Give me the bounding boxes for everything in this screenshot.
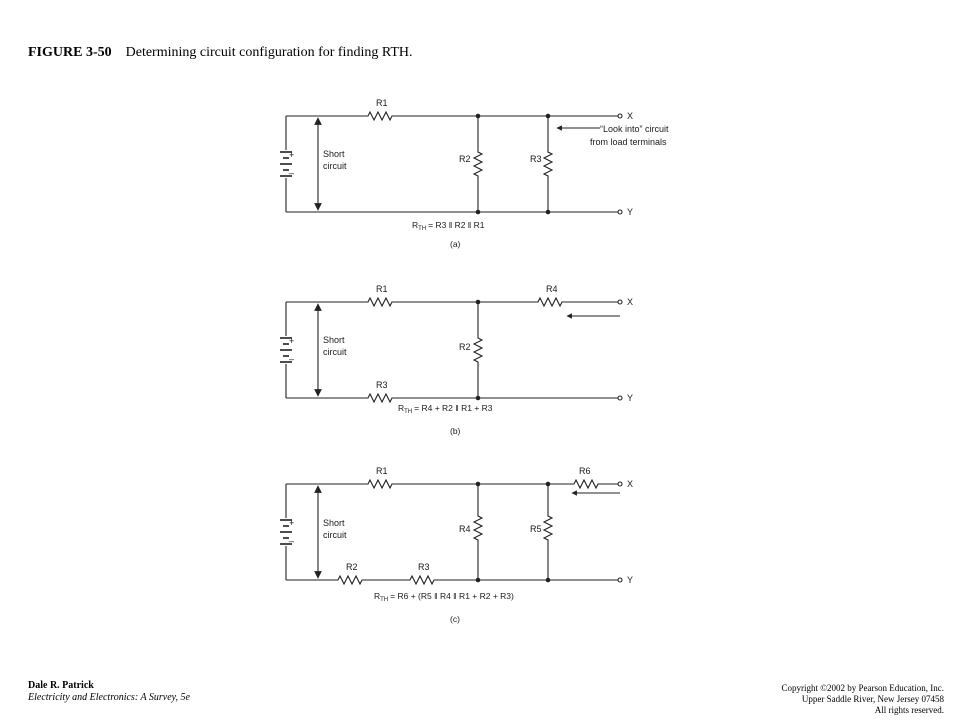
label-r5-c: R5 bbox=[530, 524, 542, 534]
resistor-r2 bbox=[472, 302, 484, 398]
label-r3-b: R3 bbox=[376, 380, 388, 390]
battery-minus: – bbox=[289, 536, 294, 546]
terminal-x-label: X bbox=[627, 111, 633, 121]
short-text-1: Short bbox=[323, 149, 345, 159]
figure-number: FIGURE 3-50 bbox=[28, 45, 112, 60]
battery-icon bbox=[280, 519, 292, 545]
label-r1-b: R1 bbox=[376, 284, 388, 294]
battery-plus: + bbox=[289, 518, 294, 528]
panel-b bbox=[280, 296, 623, 404]
terminal-x-label: X bbox=[627, 479, 633, 489]
bottom-wire-r3 bbox=[286, 392, 618, 404]
label-r2-a: R2 bbox=[459, 154, 471, 164]
label-r1-a: R1 bbox=[376, 98, 388, 108]
resistor-r2 bbox=[472, 116, 484, 212]
panel-label-b: (b) bbox=[450, 426, 461, 436]
label-r3-a: R3 bbox=[530, 154, 542, 164]
label-r2-c: R2 bbox=[346, 562, 358, 572]
terminal-y-label: Y bbox=[627, 207, 633, 217]
formula-a: RTH = R3 ‖ R2 ‖ R1 bbox=[412, 220, 485, 232]
footer-credit: Dale R. Patrick Electricity and Electron… bbox=[28, 680, 190, 704]
top-wire-r1-r4 bbox=[286, 296, 618, 308]
terminal-y-label: Y bbox=[627, 393, 633, 403]
top-wire-r1-r6 bbox=[286, 478, 618, 490]
label-r4-c: R4 bbox=[459, 524, 471, 534]
short-text-2: circuit bbox=[323, 530, 347, 540]
panel-a bbox=[280, 110, 623, 215]
short-text-2: circuit bbox=[323, 347, 347, 357]
junction-dots bbox=[475, 113, 551, 583]
resistor-r4 bbox=[472, 484, 484, 580]
author-name: Dale R. Patrick bbox=[28, 680, 94, 691]
formula-b: RTH = R4 + R2 ‖ R1 + R3 bbox=[398, 403, 493, 415]
panel-label-c: (c) bbox=[450, 614, 460, 624]
terminal-x-a bbox=[617, 113, 623, 119]
battery-icon bbox=[280, 337, 292, 363]
short-text-1: Short bbox=[323, 518, 345, 528]
label-r1-c: R1 bbox=[376, 466, 388, 476]
terminal-y-label: Y bbox=[627, 575, 633, 585]
label-r6-c: R6 bbox=[579, 466, 591, 476]
resistor-r5 bbox=[542, 484, 554, 580]
label-r3-c: R3 bbox=[418, 562, 430, 572]
terminal-y-a bbox=[617, 209, 623, 215]
rights-line: All rights reserved. bbox=[874, 705, 944, 715]
publisher-address: Upper Saddle River, New Jersey 07458 bbox=[801, 694, 944, 704]
formula-c: RTH = R6 + (R5 ‖ R4 ‖ R1 + R2 + R3) bbox=[374, 591, 514, 603]
footer-copyright: Copyright ©2002 by Pearson Education, In… bbox=[781, 683, 944, 716]
battery-plus: + bbox=[289, 336, 294, 346]
terminal-x-b bbox=[617, 299, 623, 305]
terminal-x-c bbox=[617, 481, 623, 487]
bottom-wire-r2-r3 bbox=[286, 574, 618, 586]
panel-label-a: (a) bbox=[450, 239, 461, 249]
battery-minus: – bbox=[289, 168, 294, 178]
terminal-y-b bbox=[617, 395, 623, 401]
terminal-x-label: X bbox=[627, 297, 633, 307]
resistor-r3 bbox=[542, 116, 554, 212]
label-r4-b: R4 bbox=[546, 284, 558, 294]
short-text-2: circuit bbox=[323, 161, 347, 171]
figure-title: FIGURE 3-50 Determining circuit configura… bbox=[28, 45, 413, 61]
copyright-line: Copyright ©2002 by Pearson Education, In… bbox=[781, 683, 944, 693]
top-wire-r1 bbox=[286, 110, 618, 122]
look-into-note-2: from load terminals bbox=[590, 137, 667, 147]
look-into-note-1: “Look into” circuit bbox=[600, 124, 669, 134]
battery-plus: + bbox=[289, 150, 294, 160]
terminal-y-c bbox=[617, 577, 623, 583]
short-text-1: Short bbox=[323, 335, 345, 345]
label-r2-b: R2 bbox=[459, 342, 471, 352]
panel-c bbox=[280, 478, 623, 586]
battery-icon bbox=[280, 151, 292, 177]
battery-minus: – bbox=[289, 354, 294, 364]
book-title: Electricity and Electronics: A Survey, 5… bbox=[28, 692, 190, 703]
figure-caption: Determining circuit configuration for fi… bbox=[125, 45, 413, 60]
